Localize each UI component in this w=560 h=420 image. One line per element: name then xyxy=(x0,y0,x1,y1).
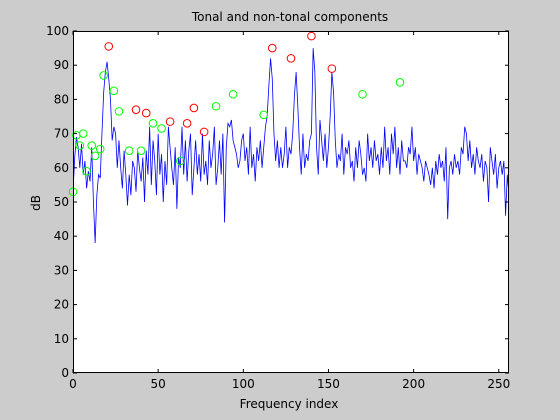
spectrum-line xyxy=(73,48,509,244)
non-tonal-marker xyxy=(78,129,88,138)
non-tonal-marker xyxy=(211,101,221,111)
non-tonal-marker xyxy=(358,89,367,99)
y-tick-label: 10 xyxy=(54,332,69,346)
x-axis-label: Frequency index xyxy=(240,397,339,411)
tonal-marker xyxy=(267,43,277,53)
non-tonal-marker xyxy=(148,119,158,128)
tonal-marker xyxy=(307,31,316,41)
y-tick-label: 90 xyxy=(54,58,69,72)
tonal-marker xyxy=(165,117,175,126)
y-tick-label: 40 xyxy=(54,229,69,243)
non-tonal-marker xyxy=(114,107,124,116)
non-tonal-marker xyxy=(228,89,238,99)
tonal-marker xyxy=(104,42,114,51)
non-tonal-marker xyxy=(175,156,185,166)
y-tick-label: 100 xyxy=(46,24,69,38)
x-tick-label: 0 xyxy=(69,377,77,391)
y-tick-label: 80 xyxy=(54,92,69,106)
tonal-marker xyxy=(286,54,296,63)
tonal-marker xyxy=(141,108,151,118)
non-tonal-marker xyxy=(95,144,105,154)
non-tonal-marker xyxy=(109,86,119,96)
x-tick-label: 250 xyxy=(487,377,510,391)
chart-title: Tonal and non-tonal components xyxy=(191,10,388,24)
axes-background xyxy=(73,31,509,373)
x-tick-label: 200 xyxy=(402,377,425,391)
y-tick-label: 0 xyxy=(61,366,69,380)
y-tick-label: 20 xyxy=(54,298,69,312)
non-tonal-marker xyxy=(87,141,97,150)
non-tonal-marker xyxy=(82,166,91,176)
tonal-marker xyxy=(131,105,141,114)
non-tonal-marker xyxy=(136,146,146,155)
tonal-marker xyxy=(182,119,192,128)
tonal-marker xyxy=(199,127,209,137)
y-tick-label: 60 xyxy=(54,161,69,175)
tonal-marker xyxy=(189,103,199,113)
non-tonal-marker xyxy=(90,151,100,161)
y-axis-label: dB xyxy=(29,195,43,211)
non-tonal-marker xyxy=(157,124,166,133)
y-tick-label: 50 xyxy=(54,195,69,209)
y-tick-label: 30 xyxy=(54,263,69,277)
non-tonal-marker xyxy=(75,141,85,150)
ticks-layer: 0 50 100 150 200 250 0 10 20 30 40 50 60 70 80 90 100 xyxy=(46,24,510,391)
data-layer xyxy=(68,31,509,244)
non-tonal-marker xyxy=(259,110,269,120)
non-tonal-marker xyxy=(124,146,134,155)
x-tick-label: 50 xyxy=(151,377,166,391)
x-tick-label: 150 xyxy=(317,377,340,391)
tonal-marker xyxy=(327,64,337,73)
non-tonal-marker xyxy=(99,71,108,80)
non-tonal-marker xyxy=(395,78,405,87)
y-tick-label: 70 xyxy=(54,127,69,141)
x-tick-label: 100 xyxy=(232,377,255,391)
